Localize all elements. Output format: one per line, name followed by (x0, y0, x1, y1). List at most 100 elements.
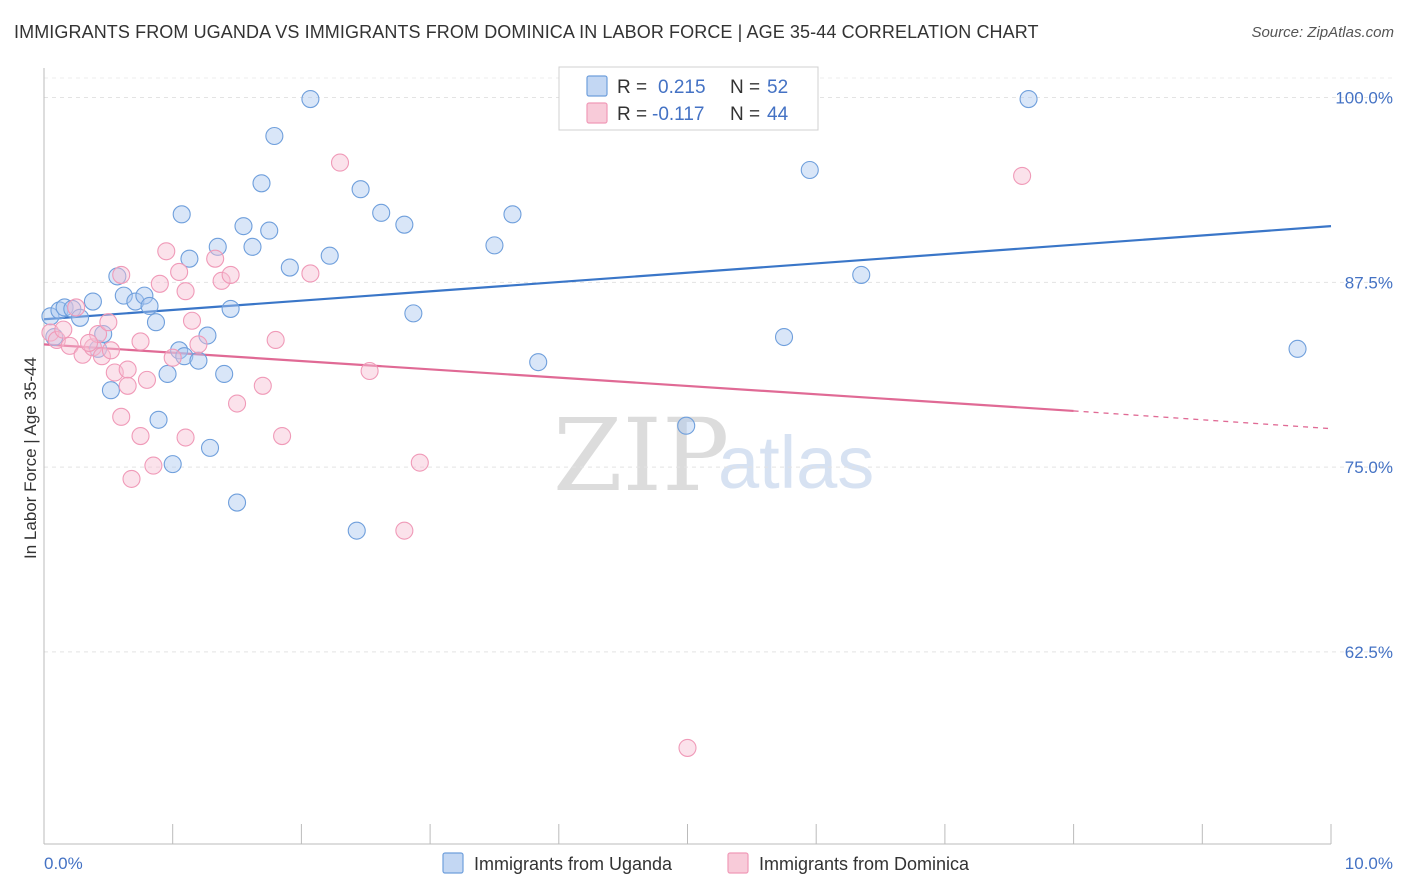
source-label: Source: ZipAtlas.com (1251, 24, 1394, 41)
uganda-point (135, 286, 154, 305)
dominica-point (122, 469, 141, 488)
dominica-point (112, 265, 131, 284)
x-tick-labels: 0.0% 10.0% (44, 854, 1393, 873)
dominica-point (182, 311, 202, 330)
uganda-point (41, 307, 60, 326)
dominica-trend-line (43, 343, 1074, 413)
uganda-point (114, 286, 133, 305)
dominica-point (170, 262, 189, 282)
uganda-point (252, 174, 271, 193)
dominica-point (221, 265, 240, 284)
x-tick-label-min: 0.0% (44, 854, 83, 873)
uganda-point (70, 308, 90, 327)
dominica-point (144, 456, 163, 475)
dominica-point (73, 345, 92, 364)
uganda-point (163, 455, 182, 474)
dominica-point (410, 453, 429, 472)
uganda-r-label: R = (617, 77, 647, 98)
uganda-point (351, 180, 370, 199)
dominica-trend-extension (1073, 410, 1332, 430)
uganda-legend-swatch (586, 75, 608, 97)
dominica-point (228, 394, 247, 413)
uganda-point (320, 246, 339, 265)
dominica-point (131, 426, 150, 446)
scatter-points (41, 89, 1307, 757)
y-tick-label: 100.0% (1335, 89, 1393, 108)
uganda-point (265, 126, 284, 146)
uganda-point (200, 438, 220, 457)
uganda-point (1019, 89, 1038, 109)
stats-legend: R = 0.215 N = 52 R = -0.117 N = 44 (558, 66, 819, 131)
uganda-point (158, 364, 177, 384)
uganda-point (94, 325, 113, 344)
dominica-point (131, 332, 150, 351)
watermark-zip: ZIP (553, 397, 729, 514)
uganda-point (101, 381, 120, 400)
grid-lines (44, 77, 1395, 653)
y-tick-label: 75.0% (1345, 458, 1393, 477)
uganda-point (347, 521, 366, 540)
dominica-point (92, 347, 111, 366)
uganda-point (146, 313, 166, 332)
uganda-point (170, 341, 189, 360)
y-tick-label: 62.5% (1345, 643, 1393, 662)
dominica-r-label: R = (617, 104, 647, 125)
uganda-r-value: 0.215 (658, 77, 706, 98)
dominica-point (60, 336, 79, 355)
dominica-point (118, 376, 137, 395)
dominica-point (212, 271, 231, 290)
uganda-point (301, 89, 320, 109)
uganda-series-swatch (442, 852, 464, 874)
dominica-point (67, 298, 86, 317)
x-tick-label-max: 10.0% (1345, 854, 1393, 873)
uganda-n-value: 52 (767, 77, 788, 98)
uganda-point (215, 364, 234, 384)
uganda-point (372, 203, 391, 222)
dominica-point (301, 264, 320, 283)
dominica-point (157, 242, 176, 261)
dominica-point (54, 320, 73, 339)
uganda-point (1288, 339, 1307, 358)
dominica-point (150, 274, 169, 293)
uganda-point (208, 237, 227, 256)
uganda-point (243, 237, 262, 256)
trend-lines (43, 225, 1332, 430)
dominica-point (163, 348, 182, 367)
dominica-legend-swatch (586, 102, 608, 124)
uganda-point (189, 351, 208, 370)
series-legend: Immigrants from Uganda Immigrants from D… (442, 852, 970, 874)
dominica-point (176, 428, 195, 447)
dominica-point (118, 360, 137, 379)
uganda-point (221, 299, 240, 318)
dominica-point (99, 313, 118, 332)
dominica-series-swatch (727, 852, 749, 874)
dominica-n-value: 44 (767, 104, 789, 125)
uganda-point (404, 304, 423, 323)
uganda-point (126, 292, 145, 311)
watermark-atlas: atlas (718, 421, 874, 504)
uganda-point (800, 160, 819, 180)
dominica-point (330, 153, 350, 172)
uganda-point (180, 249, 199, 268)
dominica-point (266, 330, 285, 350)
uganda-point (395, 215, 414, 234)
dominica-point (79, 333, 99, 352)
uganda-point (503, 205, 522, 224)
dominica-point (112, 407, 131, 426)
uganda-point (234, 217, 253, 236)
dominica-point (176, 282, 195, 301)
uganda-series-label: Immigrants from Uganda (474, 854, 673, 874)
dominica-point (678, 738, 697, 757)
uganda-point (677, 416, 696, 435)
uganda-point (280, 258, 299, 277)
dominica-point (206, 249, 225, 268)
chart-title: IMMIGRANTS FROM UGANDA VS IMMIGRANTS FRO… (14, 22, 1039, 42)
uganda-point (260, 221, 279, 240)
dominica-point (189, 335, 208, 354)
dominica-point (360, 361, 379, 381)
uganda-point (149, 410, 168, 429)
dominica-series-label: Immigrants from Dominica (759, 854, 970, 874)
uganda-point (774, 327, 794, 347)
uganda-point (228, 493, 247, 512)
